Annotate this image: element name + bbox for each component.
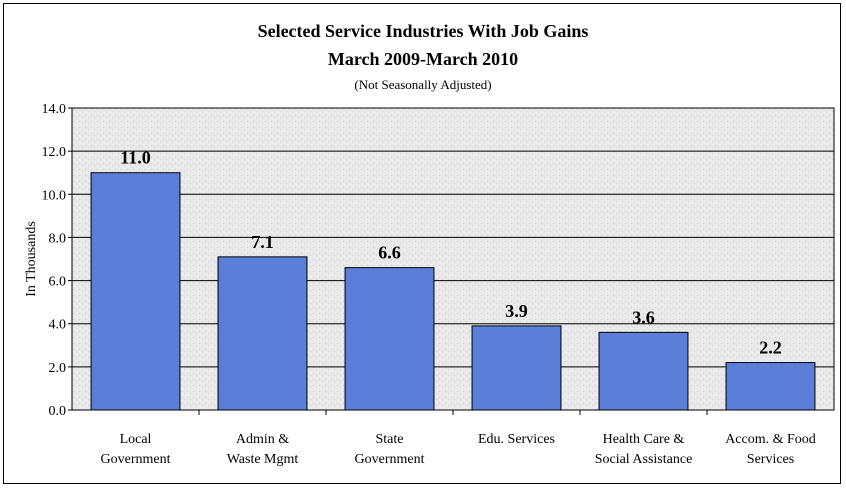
bar [598, 331, 689, 411]
x-tick-label: Government [355, 452, 425, 467]
x-tick-label: Waste Mgmt [227, 452, 299, 467]
y-tick-label: 8.0 [49, 231, 67, 246]
x-tick-label: Edu. Services [478, 432, 555, 447]
plot-area [71, 107, 835, 411]
chart-title-line-2: March 2009-March 2010 [327, 49, 519, 69]
data-label: 3.6 [632, 307, 655, 327]
x-tick-label: Admin & [236, 432, 289, 447]
bar [90, 172, 181, 411]
bar [217, 256, 308, 411]
data-label: 6.6 [378, 243, 401, 263]
x-tick-label: Health Care & [603, 432, 685, 447]
x-tick-label: Social Assistance [595, 452, 693, 467]
data-label: 2.2 [759, 338, 782, 358]
x-tick-label: Accom. & Food [725, 432, 816, 447]
x-tick-label: State [376, 432, 404, 447]
y-tick-label: 10.0 [42, 188, 67, 203]
y-tick-label: 0.0 [49, 404, 67, 419]
data-label: 7.1 [251, 232, 274, 252]
y-tick-label: 6.0 [49, 275, 67, 290]
x-tick-label: Services [747, 452, 794, 467]
bar [344, 267, 435, 411]
data-label: 3.9 [505, 301, 528, 321]
y-tick-label: 4.0 [49, 318, 67, 333]
y-tick-label: 14.0 [42, 102, 67, 117]
y-axis-label: In Thousands [24, 221, 39, 297]
data-label: 11.0 [120, 148, 151, 168]
y-tick-label: 2.0 [49, 361, 67, 376]
y-tick-label: 12.0 [42, 145, 67, 160]
chart-subtitle: (Not Seasonally Adjusted) [354, 77, 492, 92]
bar [471, 325, 562, 411]
x-tick-label: Government [101, 452, 171, 467]
chart-title: Selected Service Industries With Job Gai… [257, 21, 589, 41]
x-tick-label: Local [120, 432, 152, 447]
bar [725, 362, 816, 411]
